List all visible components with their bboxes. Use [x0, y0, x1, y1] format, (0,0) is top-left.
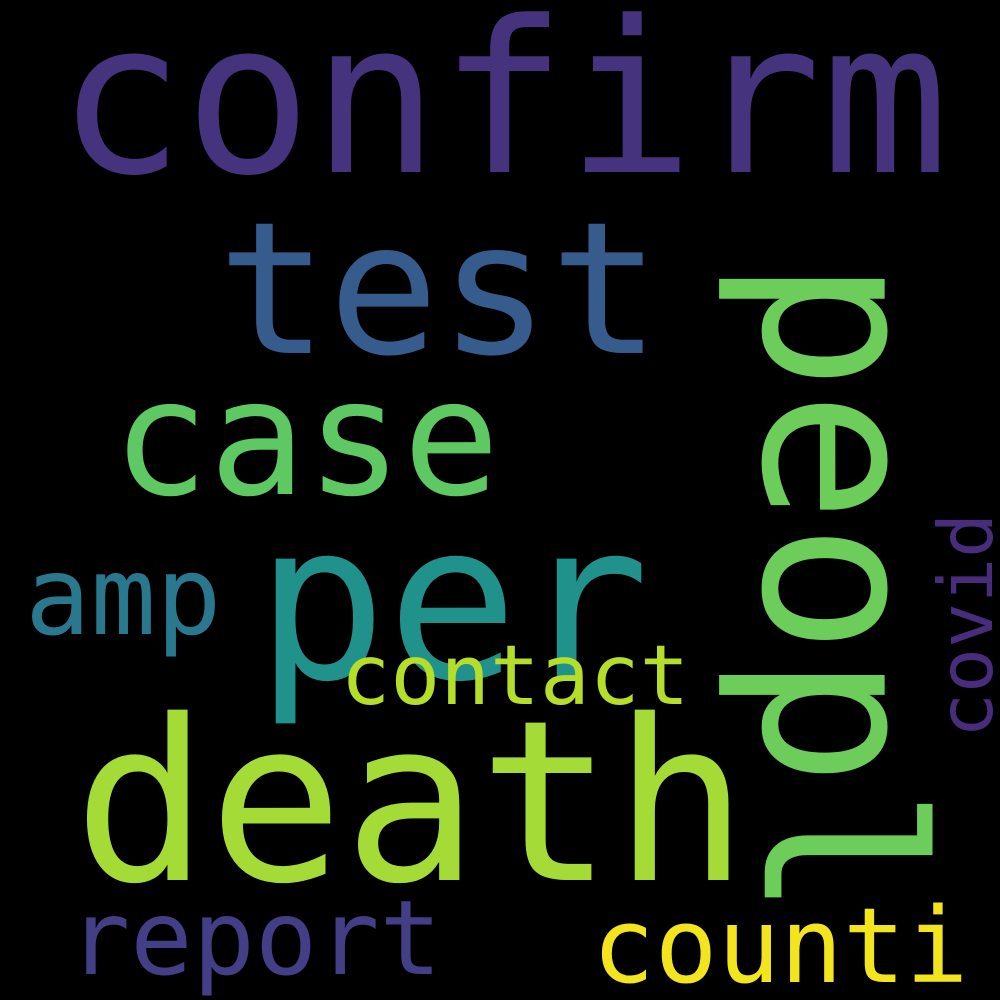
word-per: per	[255, 475, 650, 730]
word-test: test	[217, 183, 661, 397]
word-confirm: confirm	[57, 0, 949, 222]
word-covid: covid	[923, 512, 1000, 738]
word-report: report	[68, 879, 442, 999]
word-amp: amp	[25, 533, 222, 660]
word-peopl: peopl	[712, 258, 969, 919]
word-death: death	[73, 671, 749, 933]
word-contact: contact	[340, 626, 690, 724]
word-counti: counti	[592, 885, 969, 1000]
word-case: case	[112, 344, 500, 532]
